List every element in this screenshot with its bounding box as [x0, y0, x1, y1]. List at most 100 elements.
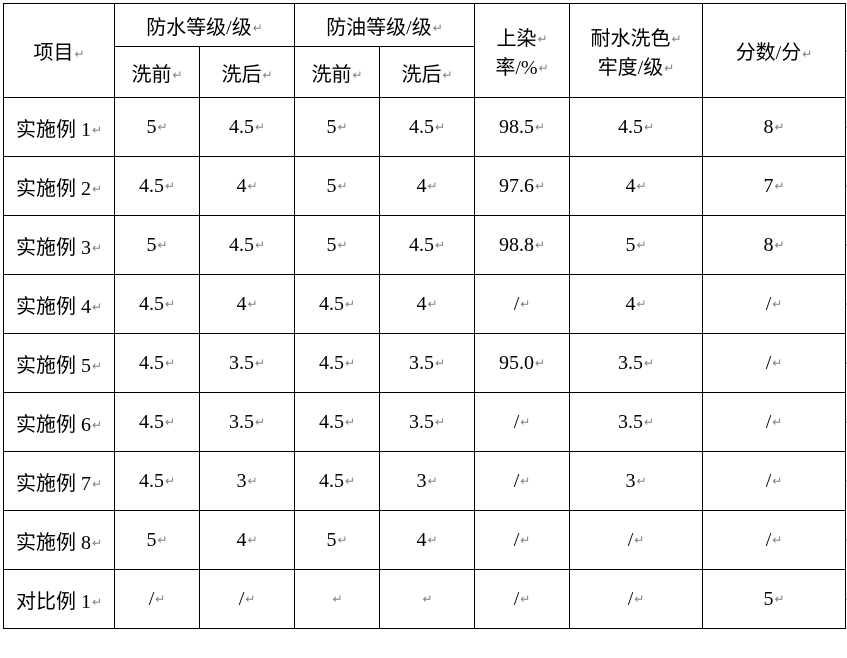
return-mark: ↵ — [345, 474, 355, 488]
table-cell: 5↵ — [295, 157, 380, 216]
return-mark: ↵ — [332, 592, 342, 606]
cell-value: 实施例 7 — [16, 467, 91, 496]
header-op-before: 洗前↵ — [295, 47, 380, 98]
return-mark: ↵ — [802, 47, 812, 61]
return-mark: ↵ — [442, 68, 452, 82]
header-dye-rate: 上染↵ 率/%↵ — [475, 4, 570, 98]
return-mark: ↵ — [774, 592, 784, 606]
table-cell: 4.5↵ — [115, 393, 200, 452]
cell-value: / — [514, 588, 520, 611]
header-waterproof-text: 防水等级/级 — [146, 11, 252, 40]
table-cell: 3.5↵ — [380, 334, 475, 393]
table-cell: 4.5↵ — [115, 275, 200, 334]
return-mark: ↵ — [422, 592, 432, 606]
return-mark: ↵ — [172, 68, 182, 82]
table-cell: 4.5↵ — [295, 334, 380, 393]
table-cell: ↵ — [380, 570, 475, 629]
cell-value: 4.5 — [139, 411, 164, 434]
return-mark: ↵ — [435, 415, 445, 429]
table-cell: 对比例 1↵ — [4, 570, 115, 629]
return-mark: ↵ — [345, 356, 355, 370]
return-mark: ↵ — [345, 297, 355, 311]
return-mark: ↵ — [255, 120, 265, 134]
table-cell: /↵ — [475, 275, 570, 334]
table-cell: 5↵ — [295, 511, 380, 570]
cell-value: 8 — [763, 234, 773, 257]
table-cell: 5↵ — [115, 216, 200, 275]
cell-value: / — [628, 588, 634, 611]
table-cell: /↵↵ — [703, 511, 846, 570]
cell-value: 实施例 4 — [16, 290, 91, 319]
header-wp-after: 洗后↵ — [200, 47, 295, 98]
return-mark: ↵ — [644, 120, 654, 134]
header-waterproof: 防水等级/级↵ — [115, 4, 295, 47]
return-mark: ↵ — [539, 61, 549, 75]
cell-value: 4 — [625, 175, 635, 198]
return-mark: ↵ — [262, 68, 272, 82]
cell-value: 5 — [146, 116, 156, 139]
table-cell: /↵↵ — [703, 275, 846, 334]
cell-value: 实施例 8 — [16, 526, 91, 555]
table-cell: 5↵ — [570, 216, 703, 275]
cell-value: 4 — [236, 175, 246, 198]
table-cell: 实施例 1↵ — [4, 98, 115, 157]
table-cell: /↵ — [570, 570, 703, 629]
table-cell: 4.5↵ — [200, 98, 295, 157]
return-mark: ↵ — [253, 21, 263, 35]
cell-value: / — [514, 293, 520, 316]
table-cell: /↵↵ — [703, 452, 846, 511]
return-mark: ↵ — [165, 356, 175, 370]
header-after-text: 洗后 — [401, 58, 441, 87]
return-mark: ↵ — [247, 533, 257, 547]
cell-value: 4.5 — [409, 234, 434, 257]
table-row: 实施例 2↵4.5↵4↵5↵4↵97.6↵4↵7↵↵ — [4, 157, 846, 216]
return-mark: ↵ — [435, 356, 445, 370]
cell-value: 98.5 — [499, 116, 534, 139]
cell-value: 4 — [416, 293, 426, 316]
table-cell: 实施例 7↵ — [4, 452, 115, 511]
return-mark: ↵ — [644, 415, 654, 429]
return-mark: ↵ — [157, 120, 167, 134]
return-mark: ↵ — [92, 536, 102, 550]
table-cell: 3↵ — [380, 452, 475, 511]
return-mark: ↵ — [520, 592, 530, 606]
return-mark: ↵ — [644, 356, 654, 370]
cell-value: 3 — [236, 470, 246, 493]
table-row: 实施例 1↵5↵4.5↵5↵4.5↵98.5↵4.5↵8↵↵ — [4, 98, 846, 157]
table-cell: /↵ — [115, 570, 200, 629]
cell-value: / — [766, 411, 772, 434]
cell-value: 4 — [416, 175, 426, 198]
return-mark: ↵ — [247, 297, 257, 311]
return-mark: ↵ — [774, 179, 784, 193]
cell-value: 5 — [326, 116, 336, 139]
table-cell: 4↵ — [570, 275, 703, 334]
header-before-text: 洗前 — [311, 58, 351, 87]
return-mark: ↵ — [664, 61, 674, 75]
table-cell: 4↵ — [380, 275, 475, 334]
cell-value: 4.5 — [618, 116, 643, 139]
cell-value: 3.5 — [618, 352, 643, 375]
header-score: 分数/分↵ ↵ — [703, 4, 846, 98]
data-table: 项目↵ 防水等级/级↵ 防油等级/级↵ 上染↵ 率/%↵ 耐水洗色↵ 牢度/级↵… — [3, 3, 846, 629]
table-row: 实施例 6↵4.5↵3.5↵4.5↵3.5↵/↵3.5↵/↵↵ — [4, 393, 846, 452]
cell-value: 4.5 — [229, 116, 254, 139]
table-cell: 7↵↵ — [703, 157, 846, 216]
cell-value: / — [766, 529, 772, 552]
return-mark: ↵ — [636, 238, 646, 252]
return-mark: ↵ — [92, 123, 102, 137]
cell-value: 3.5 — [618, 411, 643, 434]
header-oilproof-text: 防油等级/级 — [326, 11, 432, 40]
table-cell: 实施例 4↵ — [4, 275, 115, 334]
return-mark: ↵ — [247, 179, 257, 193]
return-mark: ↵ — [165, 297, 175, 311]
return-mark: ↵ — [520, 474, 530, 488]
table-cell: 4.5↵ — [115, 452, 200, 511]
cell-value: / — [766, 470, 772, 493]
cell-value: 4.5 — [319, 411, 344, 434]
cell-value: / — [514, 470, 520, 493]
cell-value: 97.6 — [499, 175, 534, 198]
table-cell: 95.0↵ — [475, 334, 570, 393]
return-mark: ↵ — [433, 21, 443, 35]
return-mark: ↵ — [92, 241, 102, 255]
return-mark: ↵ — [92, 182, 102, 196]
